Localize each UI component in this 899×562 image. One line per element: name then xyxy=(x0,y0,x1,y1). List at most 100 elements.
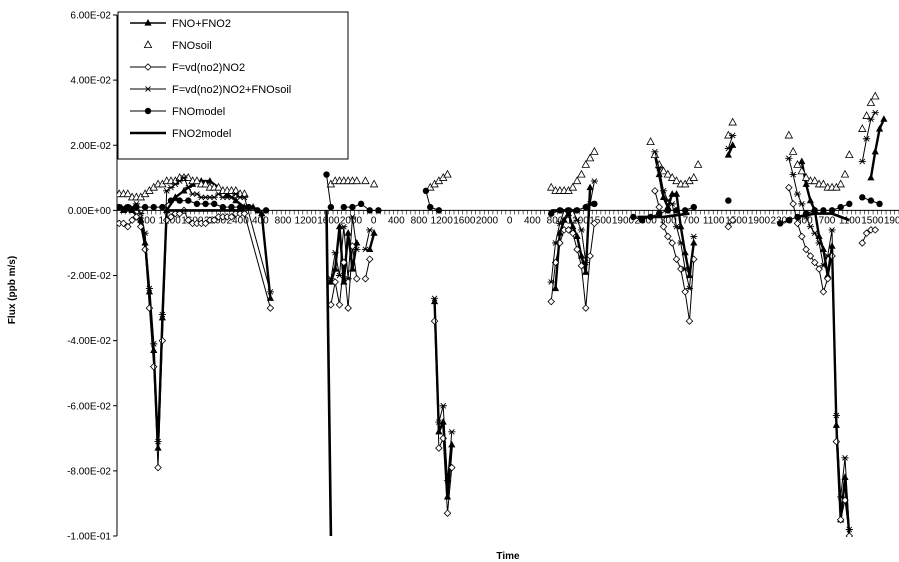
marker-triangle-open xyxy=(845,150,854,159)
marker-triangle-filled xyxy=(582,268,590,275)
marker-triangle-open xyxy=(793,159,802,168)
marker-circle-filled xyxy=(820,207,827,214)
marker-triangle-open xyxy=(184,172,193,181)
marker-triangle-filled xyxy=(880,115,888,122)
series-fnomodel xyxy=(117,171,883,227)
marker-circle-filled xyxy=(349,203,356,211)
marker-circle-filled xyxy=(427,203,434,211)
series-line xyxy=(797,212,850,222)
marker-circle-filled xyxy=(327,203,335,211)
marker-circle-filled xyxy=(548,210,555,217)
x-tick-label: 400 xyxy=(252,215,269,226)
marker-circle-filled xyxy=(219,203,227,211)
marker-triangle-open xyxy=(577,169,586,178)
series-line xyxy=(637,212,690,219)
marker-triangle-open xyxy=(361,176,370,185)
marker-circle-filled xyxy=(167,197,175,204)
marker-triangle-filled xyxy=(871,147,879,155)
series-line xyxy=(869,118,885,178)
marker-asterisk xyxy=(214,191,223,197)
marker-diamond-open xyxy=(836,515,845,524)
marker-diamond-open xyxy=(802,245,810,254)
x-tick-label: 700 xyxy=(819,215,836,226)
marker-circle-filled xyxy=(144,107,152,115)
marker-diamond-open xyxy=(443,509,452,517)
marker-asterisk xyxy=(815,240,823,246)
marker-circle-filled xyxy=(846,200,853,208)
marker-triangle-open xyxy=(819,179,828,188)
marker-triangle-open xyxy=(650,150,660,159)
plot-area xyxy=(117,91,888,537)
marker-asterisk xyxy=(841,455,849,461)
marker-asterisk xyxy=(227,194,236,201)
marker-diamond-open xyxy=(154,463,162,472)
marker-triangle-filled xyxy=(353,238,361,246)
marker-diamond-open xyxy=(668,239,676,247)
marker-circle-filled xyxy=(228,203,235,211)
marker-diamond-open xyxy=(815,265,823,273)
marker-diamond-open xyxy=(353,274,361,283)
marker-triangle-filled xyxy=(144,19,152,26)
marker-triangle-filled xyxy=(141,238,149,246)
marker-triangle-open xyxy=(214,182,223,191)
marker-diamond-open xyxy=(724,222,733,231)
marker-diamond-open xyxy=(430,317,439,325)
marker-circle-filled xyxy=(656,210,663,217)
marker-triangle-filled xyxy=(331,264,339,272)
marker-diamond-open xyxy=(162,216,171,224)
marker-triangle-open xyxy=(443,169,452,178)
marker-diamond-open xyxy=(806,252,815,260)
marker-asterisk xyxy=(785,155,793,162)
marker-triangle-filled xyxy=(798,157,806,165)
marker-asterisk xyxy=(858,158,866,165)
marker-diamond-open xyxy=(672,255,681,263)
marker-triangle-open xyxy=(866,98,876,106)
marker-asterisk xyxy=(348,214,357,220)
marker-asterisk xyxy=(724,145,732,152)
marker-asterisk xyxy=(353,246,361,253)
marker-asterisk xyxy=(150,341,158,347)
x-tick-label: 800 xyxy=(275,215,292,226)
x-tick-label: 1100 xyxy=(703,215,725,226)
marker-diamond-open xyxy=(141,245,149,254)
marker-diamond-open xyxy=(845,532,854,537)
marker-triangle-filled xyxy=(677,222,685,230)
marker-asterisk xyxy=(845,526,853,533)
x-tick-label: 0 xyxy=(507,215,513,226)
marker-triangle-open xyxy=(201,179,210,188)
marker-diamond-open xyxy=(175,209,184,218)
marker-asterisk xyxy=(867,116,875,123)
marker-circle-filled xyxy=(202,200,209,208)
marker-triangle-open xyxy=(672,176,681,185)
marker-diamond-open xyxy=(266,304,275,312)
marker-circle-filled xyxy=(185,197,192,204)
marker-asterisk xyxy=(439,402,447,409)
series-line xyxy=(727,135,734,149)
legend-label: F=vd(no2)NO2 xyxy=(172,62,245,74)
marker-asterisk xyxy=(664,197,672,204)
marker-circle-filled xyxy=(117,203,123,211)
marker-triangle-open xyxy=(663,169,673,178)
x-tick-label: 300 xyxy=(660,215,677,226)
marker-asterisk xyxy=(551,240,560,246)
marker-asterisk xyxy=(582,259,590,266)
x-tick-label: 1600 xyxy=(453,215,476,226)
marker-diamond-open xyxy=(556,239,564,247)
marker-circle-filled xyxy=(690,203,697,211)
marker-circle-filled xyxy=(357,200,365,208)
marker-triangle-filled xyxy=(802,180,810,187)
marker-asterisk xyxy=(828,227,836,233)
marker-asterisk xyxy=(672,223,681,230)
marker-circle-filled xyxy=(159,203,166,211)
marker-diamond-open xyxy=(361,274,370,283)
marker-triangle-open xyxy=(572,176,582,185)
marker-asterisk xyxy=(573,217,581,223)
marker-diamond-open xyxy=(798,232,806,241)
marker-triangle-filled xyxy=(806,196,815,204)
marker-diamond-open xyxy=(158,336,167,345)
marker-circle-filled xyxy=(124,203,132,211)
y-axis-ticks: 6.00E-02 4.00E-02 2.00E-02 0.00E+00 -2.00E-0… xyxy=(67,11,117,543)
y-tick-label: -4.00E-02 xyxy=(67,336,111,347)
series-fno-fno2 xyxy=(119,115,888,537)
marker-circle-filled xyxy=(254,207,261,214)
